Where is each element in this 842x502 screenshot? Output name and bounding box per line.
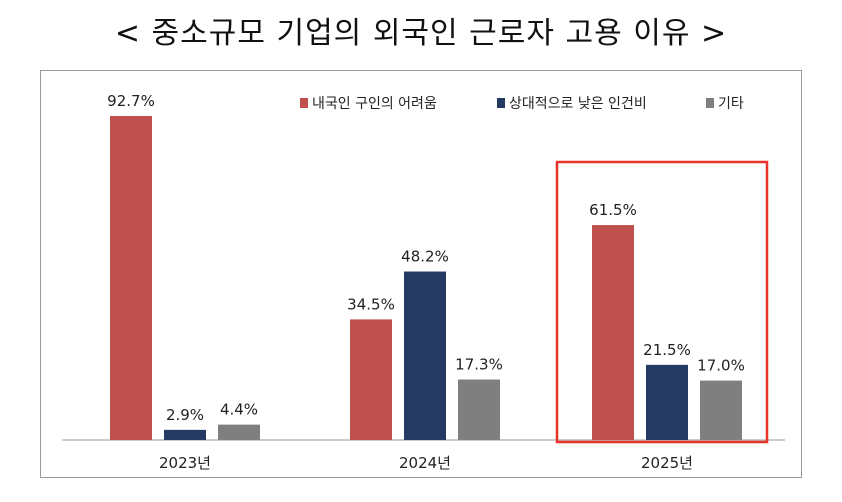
bar-2023년-0: [110, 116, 152, 440]
data-label: 61.5%: [589, 201, 637, 219]
bar-2025년-2: [700, 380, 742, 440]
data-label: 21.5%: [643, 341, 691, 359]
legend-swatch: [706, 98, 714, 108]
bar-2024년-2: [458, 379, 500, 440]
data-label: 34.5%: [347, 295, 395, 313]
bar-2024년-0: [350, 319, 392, 440]
data-label: 48.2%: [401, 248, 449, 266]
data-label: 4.4%: [220, 401, 258, 419]
bar-2023년-1: [164, 429, 206, 440]
legend-label: 기타: [718, 96, 744, 112]
category-label: 2025년: [641, 454, 693, 472]
data-label: 92.7%: [107, 92, 155, 110]
chart-frame: [40, 70, 802, 478]
data-label: 17.0%: [697, 357, 745, 375]
data-label: 17.3%: [455, 356, 503, 374]
legend-swatch: [300, 98, 308, 108]
page-title: < 중소규모 기업의 외국인 근로자 고용 이유 >: [114, 16, 728, 51]
bar-2023년-2: [218, 424, 260, 440]
legend-label: 내국인 구인의 어려움: [312, 96, 437, 112]
data-label: 2.9%: [166, 406, 204, 424]
bar-2025년-0: [592, 225, 634, 440]
legend-swatch: [497, 98, 505, 108]
bar-2024년-1: [404, 271, 446, 440]
category-label: 2023년: [159, 454, 211, 472]
highlight-box: [555, 160, 769, 444]
category-label: 2024년: [399, 454, 451, 472]
bar-2025년-1: [646, 364, 688, 440]
legend-label: 상대적으로 낮은 인건비: [509, 96, 647, 112]
